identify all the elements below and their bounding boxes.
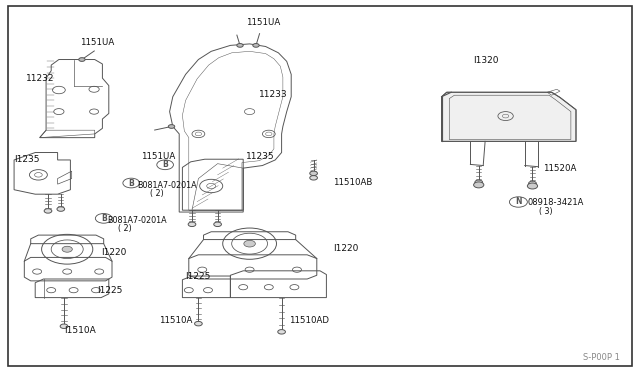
Text: 1151UA: 1151UA: [80, 38, 115, 47]
Text: 11510AD: 11510AD: [289, 316, 330, 325]
Text: S-P00P 1: S-P00P 1: [582, 353, 620, 362]
Text: B: B: [129, 179, 134, 187]
Circle shape: [529, 181, 536, 186]
Circle shape: [195, 321, 202, 326]
Text: B081A7-0201A: B081A7-0201A: [108, 216, 167, 225]
Text: I1220: I1220: [101, 248, 127, 257]
Text: 08918-3421A: 08918-3421A: [528, 198, 584, 207]
Text: 1151UA: 1151UA: [141, 153, 175, 161]
Circle shape: [310, 171, 317, 176]
Circle shape: [244, 240, 255, 247]
Text: 11232: 11232: [26, 74, 54, 83]
Circle shape: [474, 182, 484, 188]
Circle shape: [237, 44, 243, 47]
Circle shape: [62, 246, 72, 252]
Circle shape: [57, 207, 65, 211]
Circle shape: [253, 44, 259, 47]
Text: 11235: 11235: [246, 153, 275, 161]
Text: I1320: I1320: [474, 56, 499, 65]
Circle shape: [214, 222, 221, 227]
Circle shape: [278, 330, 285, 334]
Text: 11510A: 11510A: [159, 316, 192, 325]
Circle shape: [60, 324, 68, 328]
Text: 1151UA: 1151UA: [246, 18, 281, 27]
Circle shape: [79, 58, 85, 61]
Text: B: B: [163, 160, 168, 169]
Text: ( 2): ( 2): [118, 224, 132, 233]
Text: N: N: [515, 198, 522, 206]
Text: 11510AB: 11510AB: [333, 178, 372, 187]
Polygon shape: [442, 92, 576, 141]
Circle shape: [188, 222, 196, 227]
Text: B: B: [101, 214, 106, 223]
Text: I1510A: I1510A: [64, 326, 96, 335]
Text: I1235: I1235: [14, 155, 40, 164]
Circle shape: [527, 183, 538, 189]
Text: 11520A: 11520A: [543, 164, 576, 173]
Text: B081A7-0201A: B081A7-0201A: [138, 181, 197, 190]
Text: ( 2): ( 2): [150, 189, 164, 198]
Text: 11233: 11233: [259, 90, 288, 99]
Text: I1220: I1220: [333, 244, 358, 253]
Circle shape: [44, 209, 52, 213]
Text: I1225: I1225: [186, 272, 211, 280]
Circle shape: [168, 125, 175, 128]
Text: ( 3): ( 3): [539, 207, 552, 216]
Text: I1225: I1225: [97, 286, 123, 295]
Circle shape: [310, 176, 317, 180]
Circle shape: [475, 180, 483, 185]
